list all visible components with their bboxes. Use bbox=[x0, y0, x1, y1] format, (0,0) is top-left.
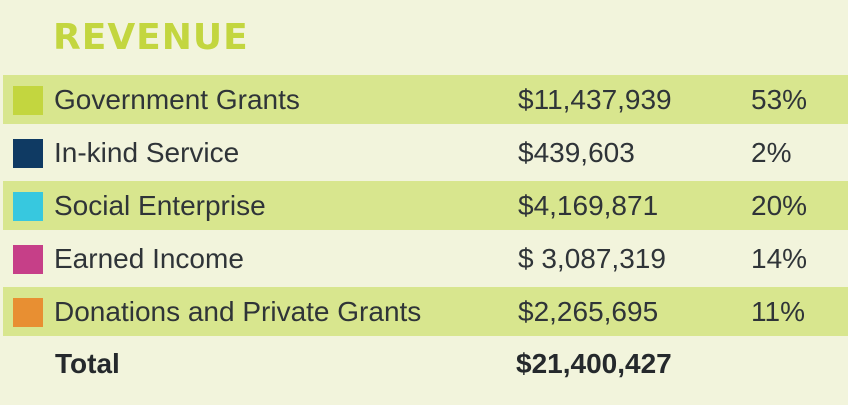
revenue-row-in-kind-service: In-kind Service $439,603 2% bbox=[3, 128, 848, 177]
revenue-title: REVENUE bbox=[53, 17, 249, 58]
row-percent: 11% bbox=[751, 296, 805, 327]
total-amount: $21,400,427 bbox=[516, 348, 672, 379]
social-enterprise-color-swatch-icon bbox=[13, 192, 43, 221]
total-row: Total $21,400,427 bbox=[3, 338, 848, 390]
row-amount: $4,169,871 bbox=[518, 190, 659, 221]
row-label: Government Grants bbox=[54, 84, 300, 115]
government-grants-color-swatch-icon bbox=[13, 86, 43, 115]
in-kind-service-color-swatch-icon bbox=[13, 139, 43, 168]
row-percent: 14% bbox=[751, 243, 808, 274]
row-label: In-kind Service bbox=[54, 137, 240, 168]
revenue-row-donations-and-private-grants: Donations and Private Grants $2,265,695 … bbox=[3, 287, 848, 336]
row-percent: 53% bbox=[751, 84, 808, 115]
earned-income-color-swatch-icon bbox=[13, 245, 43, 274]
row-amount: $11,437,939 bbox=[518, 84, 672, 115]
row-amount: $ 3,087,319 bbox=[518, 243, 666, 274]
revenue-row-earned-income: Earned Income $ 3,087,319 14% bbox=[3, 234, 848, 283]
revenue-row-government-grants: Government Grants $11,437,939 53% bbox=[3, 75, 848, 124]
row-amount: $439,603 bbox=[518, 137, 635, 168]
total-label: Total bbox=[55, 348, 120, 379]
row-amount: $2,265,695 bbox=[518, 296, 659, 327]
row-label: Social Enterprise bbox=[54, 190, 266, 221]
row-percent: 2% bbox=[751, 137, 792, 168]
revenue-row-social-enterprise: Social Enterprise $4,169,871 20% bbox=[3, 181, 848, 230]
row-label: Donations and Private Grants bbox=[54, 296, 422, 327]
row-percent: 20% bbox=[751, 190, 808, 221]
donations-color-swatch-icon bbox=[13, 298, 43, 327]
row-label: Earned Income bbox=[54, 243, 244, 274]
